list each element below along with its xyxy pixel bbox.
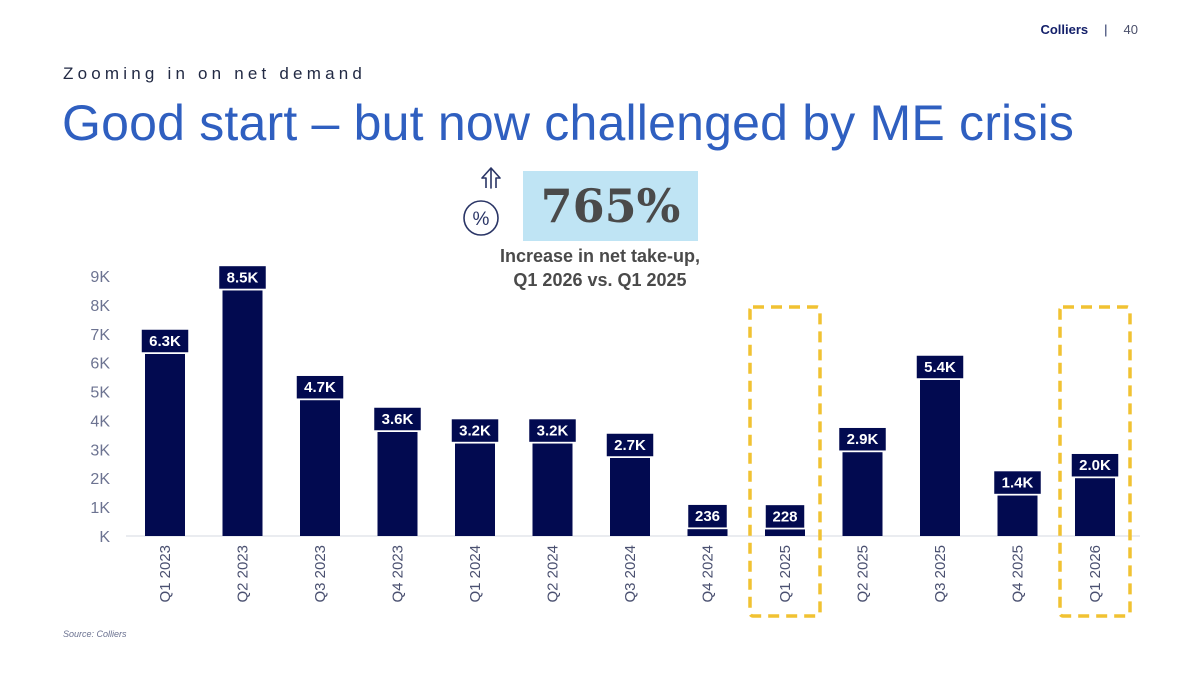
bar-q4-2025 xyxy=(997,495,1038,536)
x-tick-label: Q4 2024 xyxy=(700,545,717,603)
x-tick-label: Q1 2025 xyxy=(777,545,794,603)
bar-q2-2023 xyxy=(222,290,263,536)
stat-value-box: 765% xyxy=(523,171,698,241)
x-tick-label: Q2 2024 xyxy=(545,545,562,603)
bar-q1-2024 xyxy=(455,443,495,536)
x-tick-label: Q4 2023 xyxy=(390,545,407,603)
bar-q4-2024 xyxy=(687,529,728,536)
bar-q2-2024 xyxy=(532,443,573,536)
highlight-box-q1-2026 xyxy=(1058,305,1132,618)
bar-q1-2023 xyxy=(145,354,185,536)
data-label-q3-2023: 4.7K xyxy=(304,379,336,396)
y-tick-label: 8K xyxy=(90,298,110,315)
data-label-q4-2024: 236 xyxy=(695,508,720,525)
data-label-bg-q2-2025 xyxy=(837,426,888,452)
bar-q3-2024 xyxy=(610,458,650,536)
bar-q3-2025 xyxy=(920,380,960,536)
data-label-bg-q4-2023 xyxy=(372,406,423,432)
data-label-q2-2025: 2.9K xyxy=(847,431,879,448)
data-label-bg-q3-2024 xyxy=(605,432,655,458)
slide-title: Good start – but now challenged by ME cr… xyxy=(62,95,1075,151)
data-label-bg-q1-2026 xyxy=(1070,452,1120,478)
bar-q1-2025 xyxy=(765,529,805,536)
source-note: Source: Colliers xyxy=(63,629,127,639)
data-label-q4-2023: 3.6K xyxy=(382,411,414,428)
y-tick-label: 4K xyxy=(90,413,110,430)
data-label-bg-q1-2023 xyxy=(140,328,190,354)
data-label-q1-2026: 2.0K xyxy=(1079,457,1111,474)
x-tick-label: Q1 2024 xyxy=(467,545,484,603)
bar-q2-2025 xyxy=(842,452,883,536)
data-label-q4-2025: 1.4K xyxy=(1002,475,1034,492)
data-label-q1-2024: 3.2K xyxy=(459,423,491,440)
data-label-bg-q1-2024 xyxy=(450,417,500,444)
data-label-bg-q2-2023 xyxy=(217,264,268,291)
y-tick-label: 5K xyxy=(90,385,110,402)
brand-logo: Colliers xyxy=(1040,22,1089,37)
data-label-bg-q3-2023 xyxy=(295,374,345,400)
y-tick-label: 6K xyxy=(90,356,110,373)
y-tick-label: 9K xyxy=(90,269,110,286)
y-tick-label: 7K xyxy=(90,327,110,344)
header-separator: | xyxy=(1104,22,1108,37)
y-tick-label: K xyxy=(99,529,110,546)
x-tick-label: Q4 2025 xyxy=(1010,545,1027,603)
stat-caption: Increase in net take-up, Q1 2026 vs. Q1 … xyxy=(460,244,740,292)
data-label-bg-q3-2025 xyxy=(915,354,965,380)
x-tick-label: Q3 2025 xyxy=(932,545,949,603)
x-tick-label: Q2 2023 xyxy=(235,545,252,603)
header-meta: Colliers | 40 xyxy=(1040,22,1138,37)
stat-caption-line-2: Q1 2026 vs. Q1 2025 xyxy=(513,270,687,290)
stat-caption-line-1: Increase in net take-up, xyxy=(499,246,701,266)
data-label-q3-2025: 5.4K xyxy=(924,359,956,376)
bar-q3-2023 xyxy=(300,400,340,536)
data-label-q2-2023: 8.5K xyxy=(227,269,259,286)
data-label-q1-2023: 6.3K xyxy=(149,333,181,350)
data-label-bg-q1-2025 xyxy=(764,503,806,530)
x-tick-label: Q3 2024 xyxy=(622,545,639,603)
data-label-bg-q4-2024 xyxy=(686,503,729,529)
percent-up-arrow-icon: % xyxy=(463,167,501,236)
bar-q1-2026 xyxy=(1075,478,1115,536)
x-tick-label: Q2 2025 xyxy=(855,545,872,603)
y-tick-label: 2K xyxy=(90,471,110,488)
page-number: 40 xyxy=(1123,22,1138,37)
x-tick-label: Q3 2023 xyxy=(312,545,329,603)
x-tick-label: Q1 2026 xyxy=(1087,545,1104,603)
svg-text:%: % xyxy=(473,209,490,230)
data-label-bg-q4-2025 xyxy=(992,469,1043,496)
data-label-q1-2025: 228 xyxy=(772,508,797,525)
y-tick-label: 1K xyxy=(90,500,110,517)
y-tick-label: 3K xyxy=(90,442,110,459)
bar-q4-2023 xyxy=(377,432,418,536)
highlight-box-q1-2025 xyxy=(748,305,822,618)
x-tick-label: Q1 2023 xyxy=(157,545,174,603)
data-label-bg-q2-2024 xyxy=(527,417,578,444)
slide-subtitle: Zooming in on net demand xyxy=(63,64,367,83)
data-label-q3-2024: 2.7K xyxy=(614,437,646,454)
data-label-q2-2024: 3.2K xyxy=(537,423,569,440)
